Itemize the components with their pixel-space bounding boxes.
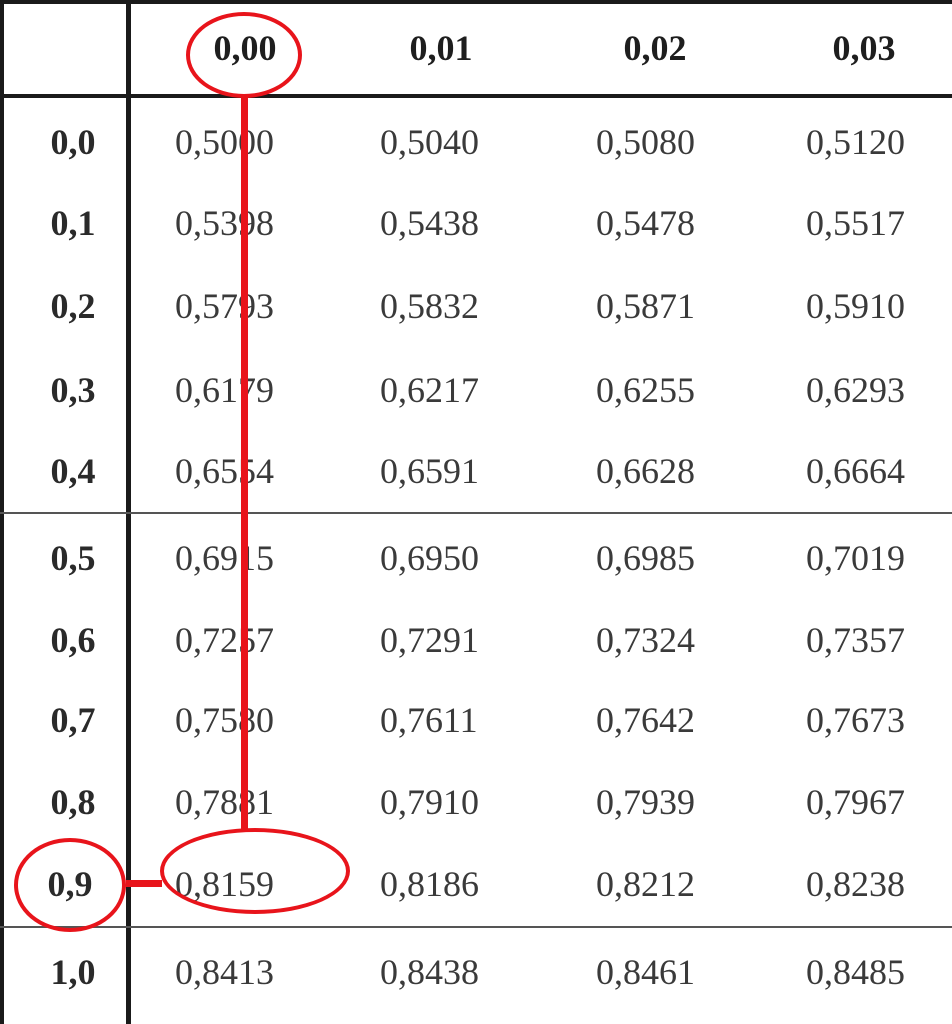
table-cell: 0,8461 <box>596 952 695 992</box>
column-header-0-02: 0,02 <box>623 28 687 68</box>
table-cell: 0,5793 <box>175 286 274 326</box>
row-label: 0,4 <box>50 451 96 491</box>
table-cell: 0,5910 <box>806 286 905 326</box>
row-label: 0,8 <box>50 782 96 822</box>
table-cell: 0,5871 <box>596 286 695 326</box>
table-cell: 0,8413 <box>175 952 274 992</box>
table-cell: 0,8186 <box>380 864 479 904</box>
table-cell: 0,5040 <box>380 122 479 162</box>
table-cell: 0,7291 <box>380 620 479 660</box>
row-label: 0,1 <box>50 203 96 243</box>
table-cell: 0,7357 <box>806 620 905 660</box>
connector-vertical <box>241 96 248 830</box>
table-cell: 0,7939 <box>596 782 695 822</box>
table-cell: 0,6293 <box>806 370 905 410</box>
table-cell: 0,7611 <box>380 700 478 740</box>
row-label: 0,0 <box>50 122 96 162</box>
table-cell: 0,7910 <box>380 782 479 822</box>
table-cell: 0,5517 <box>806 203 905 243</box>
table-cell: 0,5438 <box>380 203 479 243</box>
table-cell: 0,6179 <box>175 370 274 410</box>
group-divider <box>0 926 952 928</box>
column-highlight-circle <box>186 12 302 98</box>
row-label: 0,2 <box>50 286 96 326</box>
row-label: 0,5 <box>50 538 96 578</box>
table-cell: 0,5478 <box>596 203 695 243</box>
table-cell: 0,5080 <box>596 122 695 162</box>
value-highlight-ellipse <box>160 828 350 914</box>
table-cell: 0,5832 <box>380 286 479 326</box>
table-cell: 0,6255 <box>596 370 695 410</box>
table-cell: 0,5398 <box>175 203 274 243</box>
top-rule <box>0 0 952 4</box>
table-cell: 0,8485 <box>806 952 905 992</box>
row-label: 0,7 <box>50 700 96 740</box>
table-cell: 0,8438 <box>380 952 479 992</box>
group-divider <box>0 512 952 514</box>
row-label: 0,3 <box>50 370 96 410</box>
table-cell: 0,6950 <box>380 538 479 578</box>
table-cell: 0,6664 <box>806 451 905 491</box>
table-cell: 0,6217 <box>380 370 479 410</box>
table-cell: 0,5000 <box>175 122 274 162</box>
row-highlight-circle <box>14 838 126 932</box>
table-cell: 0,6915 <box>175 538 274 578</box>
header-rule <box>0 94 952 98</box>
table-cell: 0,7257 <box>175 620 274 660</box>
table-cell: 0,7881 <box>175 782 274 822</box>
table-cell: 0,6985 <box>596 538 695 578</box>
row-label: 1,0 <box>50 952 96 992</box>
table-cell: 0,8238 <box>806 864 905 904</box>
table-cell: 0,6628 <box>596 451 695 491</box>
table-cell: 0,6591 <box>380 451 479 491</box>
table-cell: 0,6554 <box>175 451 274 491</box>
table-cell: 0,7324 <box>596 620 695 660</box>
table-cell: 0,8212 <box>596 864 695 904</box>
table-cell: 0,7019 <box>806 538 905 578</box>
table-cell: 0,5120 <box>806 122 905 162</box>
connector-horizontal <box>126 880 162 887</box>
table-cell: 0,7580 <box>175 700 274 740</box>
table-cell: 0,7642 <box>596 700 695 740</box>
column-header-0-01: 0,01 <box>409 28 473 68</box>
table-cell: 0,7967 <box>806 782 905 822</box>
table-cell: 0,7673 <box>806 700 905 740</box>
row-label: 0,6 <box>50 620 96 660</box>
column-header-0-03: 0,03 <box>832 28 896 68</box>
